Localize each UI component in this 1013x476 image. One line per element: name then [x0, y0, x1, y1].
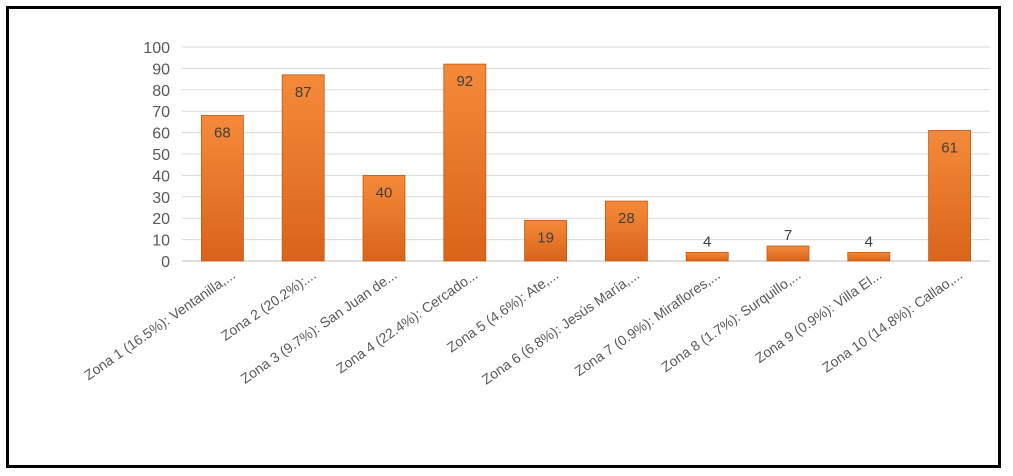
bars [200, 63, 971, 262]
bar-5 [524, 219, 567, 262]
category-label-1: Zona 1 (16.5%): Ventanilla,... [81, 266, 238, 383]
y-tick-label: 80 [152, 83, 170, 100]
category-label-8: Zona 8 (1.7%): Surquillo,... [658, 266, 804, 375]
bar-6 [605, 200, 648, 262]
bar-3 [362, 174, 406, 262]
data-label-2: 87 [295, 84, 312, 101]
data-label-4: 92 [456, 73, 473, 90]
y-tick-label: 100 [143, 40, 170, 57]
bar-8 [766, 245, 810, 262]
category-label-6: Zona 6 (6.8%): Jesús María,... [479, 266, 642, 387]
y-tick-label: 70 [152, 104, 170, 121]
y-tick-label: 0 [161, 254, 170, 271]
y-tick-label: 50 [152, 147, 170, 164]
category-label-10: Zona 10 (14.8%): Callao,... [819, 266, 965, 375]
chart-frame [6, 6, 1001, 468]
data-label-7: 4 [703, 233, 711, 250]
bar-4 [443, 63, 487, 262]
y-tick-label: 90 [152, 61, 170, 78]
y-axis-ticks: 0 10 20 30 40 50 60 70 80 90 100 [143, 40, 170, 271]
bar-2 [281, 74, 325, 262]
category-label-4: Zona 4 (22.4%): Cercado... [333, 266, 481, 376]
data-label-3: 40 [376, 184, 393, 201]
data-label-10: 61 [941, 139, 958, 156]
y-tick-label: 30 [152, 190, 170, 207]
y-tick-label: 20 [152, 211, 170, 228]
y-tick-label: 10 [152, 233, 170, 250]
category-label-7: Zona 7 (0.9%): Miraflores,... [572, 266, 723, 379]
data-label-1: 68 [214, 124, 231, 141]
bar-7 [685, 252, 729, 262]
category-labels: Zona 1 (16.5%): Ventanilla,...Zona 2 (20… [81, 266, 965, 387]
bar-9 [847, 252, 891, 262]
data-labels: 68 87 40 92 19 28 4 7 4 61 [214, 73, 958, 250]
data-label-5: 19 [537, 229, 554, 246]
data-label-6: 28 [618, 210, 635, 227]
bar-1 [200, 115, 244, 262]
data-label-8: 7 [784, 227, 792, 244]
data-label-9: 4 [865, 233, 873, 250]
y-tick-label: 60 [152, 126, 170, 143]
y-tick-label: 40 [152, 168, 170, 185]
category-label-3: Zona 3 (9.7%): San Juan de... [238, 266, 400, 386]
bar-10 [928, 130, 971, 262]
